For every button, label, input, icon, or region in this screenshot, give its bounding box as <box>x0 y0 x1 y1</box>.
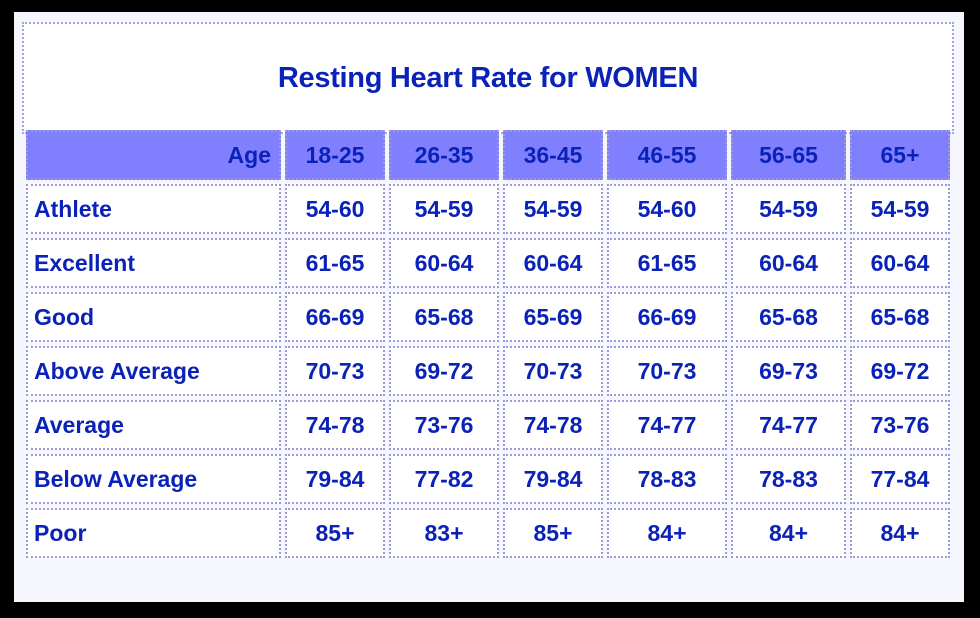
table-cell: 79-84 <box>285 454 385 504</box>
table-cell: 70-73 <box>607 346 727 396</box>
table-cell: 74-78 <box>285 400 385 450</box>
table-cell: 61-65 <box>607 238 727 288</box>
row-label: Average <box>26 400 281 450</box>
table-cell: 73-76 <box>850 400 950 450</box>
table-cell: 79-84 <box>503 454 603 504</box>
table-row: Above Average 70-73 69-72 70-73 70-73 69… <box>26 346 950 396</box>
table-cell: 83+ <box>389 508 499 558</box>
table-row: Below Average 79-84 77-82 79-84 78-83 78… <box>26 454 950 504</box>
table-cell: 61-65 <box>285 238 385 288</box>
age-group-header: 18-25 <box>285 130 385 180</box>
table-cell: 66-69 <box>285 292 385 342</box>
table-cell: 60-64 <box>503 238 603 288</box>
heart-rate-table: Age 18-25 26-35 36-45 46-55 56-65 65+ At… <box>22 126 954 562</box>
table-cell: 54-59 <box>850 184 950 234</box>
table-cell: 54-59 <box>389 184 499 234</box>
table-row: Average 74-78 73-76 74-78 74-77 74-77 73… <box>26 400 950 450</box>
table-cell: 85+ <box>285 508 385 558</box>
table-cell: 74-77 <box>731 400 846 450</box>
header-row: Age 18-25 26-35 36-45 46-55 56-65 65+ <box>26 130 950 180</box>
table-cell: 85+ <box>503 508 603 558</box>
row-label: Excellent <box>26 238 281 288</box>
table-cell: 65-68 <box>731 292 846 342</box>
table-cell: 54-60 <box>285 184 385 234</box>
table-cell: 70-73 <box>503 346 603 396</box>
row-label: Athlete <box>26 184 281 234</box>
title-box: Resting Heart Rate for WOMEN <box>22 22 954 134</box>
table-row: Poor 85+ 83+ 85+ 84+ 84+ 84+ <box>26 508 950 558</box>
table-cell: 65-68 <box>389 292 499 342</box>
table-cell: 69-72 <box>389 346 499 396</box>
age-group-header: 46-55 <box>607 130 727 180</box>
table-cell: 84+ <box>850 508 950 558</box>
chart-title: Resting Heart Rate for WOMEN <box>277 61 699 94</box>
age-group-header: 65+ <box>850 130 950 180</box>
table-cell: 54-59 <box>503 184 603 234</box>
table-cell: 54-59 <box>731 184 846 234</box>
table-row: Excellent 61-65 60-64 60-64 61-65 60-64 … <box>26 238 950 288</box>
age-header-label: Age <box>26 130 281 180</box>
table-cell: 60-64 <box>731 238 846 288</box>
table-cell: 73-76 <box>389 400 499 450</box>
table-cell: 74-77 <box>607 400 727 450</box>
table-row: Good 66-69 65-68 65-69 66-69 65-68 65-68 <box>26 292 950 342</box>
table-cell: 77-82 <box>389 454 499 504</box>
table-cell: 70-73 <box>285 346 385 396</box>
table-cell: 66-69 <box>607 292 727 342</box>
row-label: Below Average <box>26 454 281 504</box>
table-cell: 60-64 <box>850 238 950 288</box>
row-label: Poor <box>26 508 281 558</box>
row-label: Above Average <box>26 346 281 396</box>
row-label: Good <box>26 292 281 342</box>
table-cell: 78-83 <box>731 454 846 504</box>
table-row: Athlete 54-60 54-59 54-59 54-60 54-59 54… <box>26 184 950 234</box>
age-group-header: 36-45 <box>503 130 603 180</box>
table-cell: 54-60 <box>607 184 727 234</box>
table-cell: 69-72 <box>850 346 950 396</box>
table-cell: 74-78 <box>503 400 603 450</box>
table-cell: 84+ <box>731 508 846 558</box>
heart-rate-chart-frame: Resting Heart Rate for WOMEN Age 18-25 2… <box>14 12 964 602</box>
table-cell: 60-64 <box>389 238 499 288</box>
table-cell: 65-69 <box>503 292 603 342</box>
table-cell: 69-73 <box>731 346 846 396</box>
table-cell: 65-68 <box>850 292 950 342</box>
table-cell: 84+ <box>607 508 727 558</box>
age-group-header: 56-65 <box>731 130 846 180</box>
table-cell: 77-84 <box>850 454 950 504</box>
table-cell: 78-83 <box>607 454 727 504</box>
age-group-header: 26-35 <box>389 130 499 180</box>
